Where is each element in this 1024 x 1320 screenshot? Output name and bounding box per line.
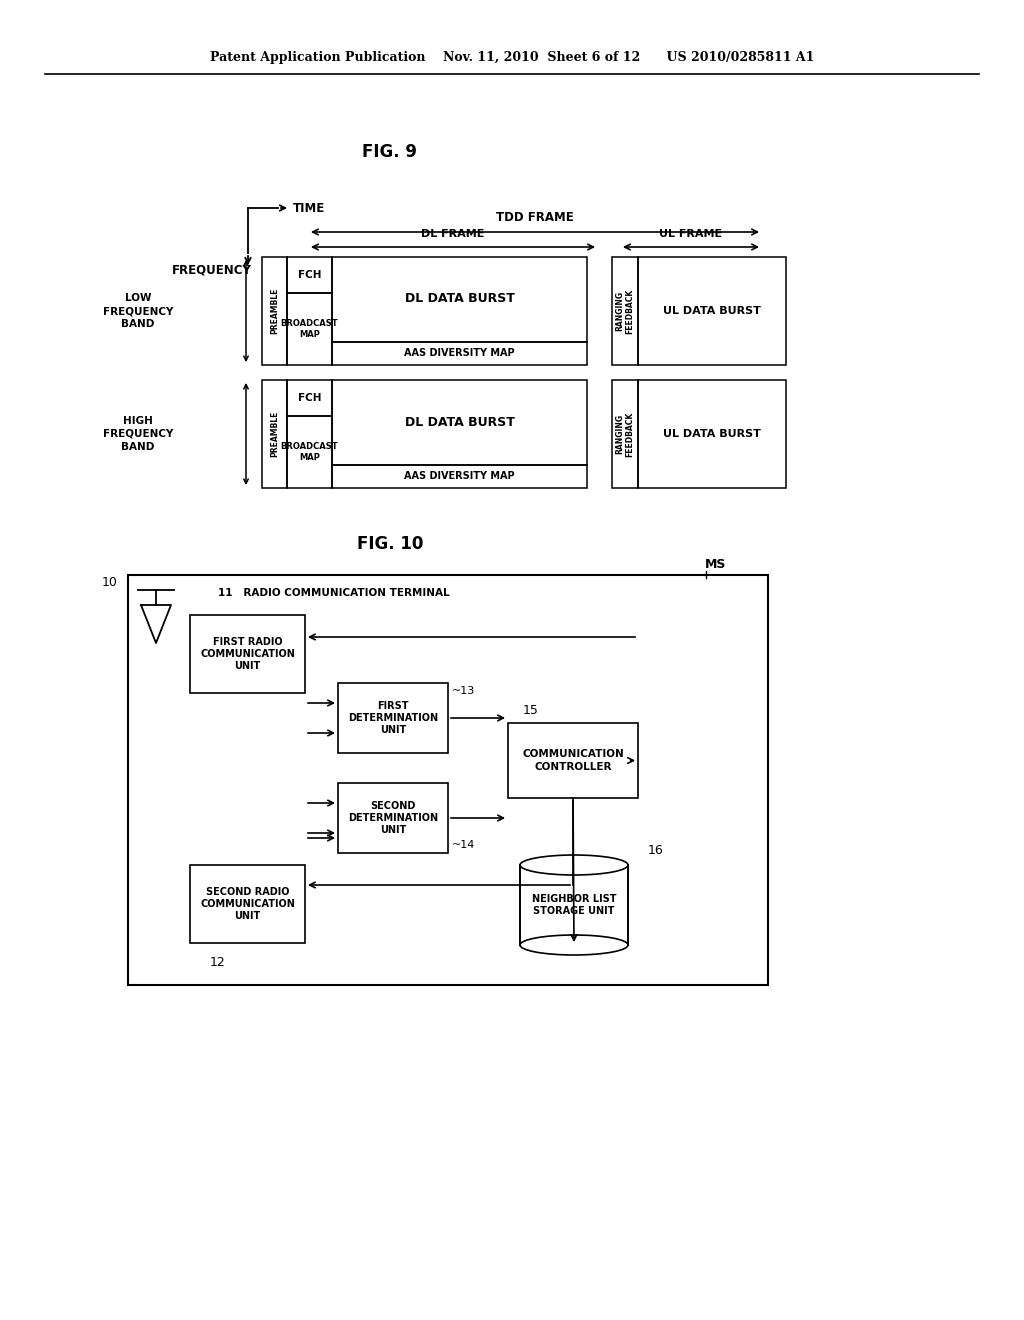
Text: FIG. 9: FIG. 9	[362, 143, 418, 161]
Bar	[332, 465, 587, 488]
Text: LOW
FREQUENCY
BAND: LOW FREQUENCY BAND	[102, 293, 173, 329]
Text: BROADCAST
MAP: BROADCAST MAP	[281, 442, 338, 462]
Text: COMMUNICATION
CONTROLLER: COMMUNICATION CONTROLLER	[522, 750, 624, 772]
Text: TDD FRAME: TDD FRAME	[496, 211, 573, 224]
Ellipse shape	[520, 935, 628, 954]
Bar	[287, 257, 332, 293]
Text: BROADCAST
MAP: BROADCAST MAP	[281, 319, 338, 339]
Text: FIG. 10: FIG. 10	[356, 535, 423, 553]
Bar	[262, 380, 287, 488]
Bar	[332, 257, 587, 342]
Bar	[287, 293, 332, 366]
Text: DL FRAME: DL FRAME	[421, 228, 484, 239]
Bar	[128, 576, 768, 985]
Text: UL DATA BURST: UL DATA BURST	[664, 429, 761, 440]
Bar	[262, 257, 287, 366]
Text: AAS DIVERSITY MAP: AAS DIVERSITY MAP	[404, 348, 515, 358]
Text: 15: 15	[523, 705, 539, 718]
Text: RANGING
FEEDBACK: RANGING FEEDBACK	[615, 412, 635, 457]
Text: RANGING
FEEDBACK: RANGING FEEDBACK	[615, 288, 635, 334]
Text: 10: 10	[102, 577, 118, 590]
Bar	[338, 783, 449, 853]
Ellipse shape	[520, 855, 628, 875]
Text: DL DATA BURST: DL DATA BURST	[404, 293, 514, 305]
Text: 11   RADIO COMMUNICATION TERMINAL: 11 RADIO COMMUNICATION TERMINAL	[218, 587, 450, 598]
Bar	[287, 416, 332, 488]
Bar	[638, 257, 786, 366]
Text: FIRST
DETERMINATION
UNIT: FIRST DETERMINATION UNIT	[348, 701, 438, 735]
Text: UL FRAME: UL FRAME	[659, 228, 723, 239]
Bar	[332, 380, 587, 465]
Text: ~13: ~13	[452, 686, 475, 696]
Text: FREQUENCY: FREQUENCY	[172, 264, 252, 276]
Text: 12: 12	[210, 957, 225, 969]
Bar	[638, 380, 786, 488]
Bar	[520, 865, 628, 945]
Text: SECOND
DETERMINATION
UNIT: SECOND DETERMINATION UNIT	[348, 801, 438, 836]
Text: SECOND RADIO
COMMUNICATION
UNIT: SECOND RADIO COMMUNICATION UNIT	[200, 887, 295, 921]
Text: NEIGHBOR LIST
STORAGE UNIT: NEIGHBOR LIST STORAGE UNIT	[531, 894, 616, 916]
Bar	[287, 380, 332, 416]
Text: AAS DIVERSITY MAP: AAS DIVERSITY MAP	[404, 471, 515, 480]
Bar	[612, 257, 638, 366]
Bar	[612, 380, 638, 488]
Text: FCH: FCH	[298, 271, 322, 280]
Text: ~14: ~14	[452, 840, 475, 850]
Text: Patent Application Publication    Nov. 11, 2010  Sheet 6 of 12      US 2010/0285: Patent Application Publication Nov. 11, …	[210, 51, 814, 65]
Bar	[508, 723, 638, 799]
Text: UL DATA BURST: UL DATA BURST	[664, 306, 761, 315]
Text: FIRST RADIO
COMMUNICATION
UNIT: FIRST RADIO COMMUNICATION UNIT	[200, 636, 295, 672]
Text: MS: MS	[705, 558, 726, 572]
Bar	[332, 342, 587, 366]
Bar	[190, 865, 305, 942]
Bar	[190, 615, 305, 693]
Text: PREAMBLE: PREAMBLE	[270, 288, 279, 334]
Text: 16: 16	[648, 843, 664, 857]
Text: HIGH
FREQUENCY
BAND: HIGH FREQUENCY BAND	[102, 416, 173, 453]
Bar	[338, 682, 449, 752]
Text: FCH: FCH	[298, 393, 322, 403]
Text: PREAMBLE: PREAMBLE	[270, 411, 279, 457]
Text: DL DATA BURST: DL DATA BURST	[404, 416, 514, 429]
Text: TIME: TIME	[293, 202, 326, 214]
